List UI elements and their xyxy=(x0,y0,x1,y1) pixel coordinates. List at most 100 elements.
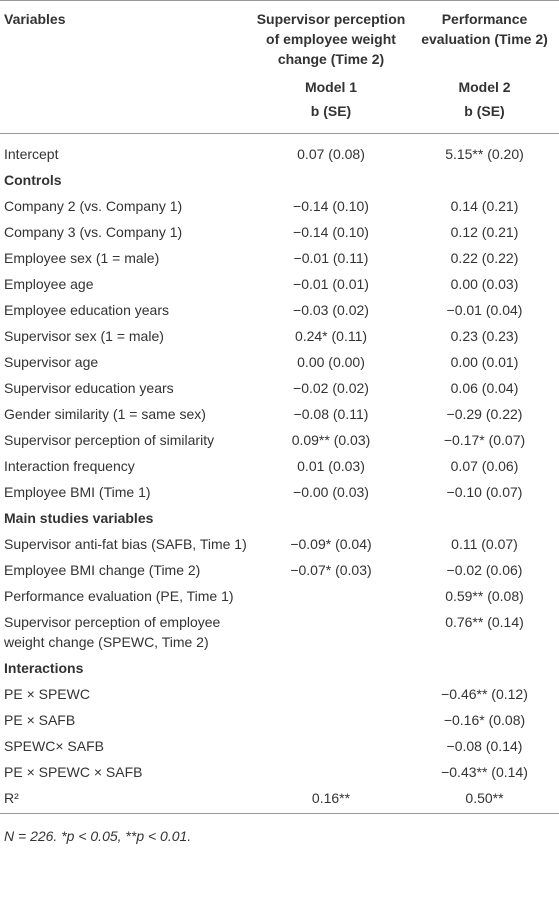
row-label: Employee age xyxy=(4,276,94,292)
cell: −0.46** (0.12) xyxy=(441,686,528,702)
table-row: Main studies variables xyxy=(0,505,559,531)
table-row: Employee sex (1 = male) −0.01 (0.11) 0.22 … xyxy=(0,245,559,271)
table-row: SPEWC× SAFB −0.08 (0.14) xyxy=(0,733,559,759)
cell: 0.23 (0.23) xyxy=(450,328,519,344)
cell: −0.29 (0.22) xyxy=(446,406,523,422)
cell: 0.12 (0.21) xyxy=(450,224,519,240)
cell: −0.17* (0.07) xyxy=(443,432,526,448)
row-label: Company 3 (vs. Company 1) xyxy=(4,224,183,240)
cell: 0.14 (0.21) xyxy=(450,198,519,214)
cell: −0.00 (0.03) xyxy=(293,484,369,500)
cell xyxy=(252,681,410,707)
stat-label: b (SE) xyxy=(310,103,352,119)
row-label: Supervisor perception of similarity xyxy=(4,432,215,448)
row-label: Gender similarity (1 = same sex) xyxy=(4,406,206,422)
footnote: N = 226. *p < 0.05, **p < 0.01. xyxy=(4,828,192,844)
row-label: Employee BMI change (Time 2) xyxy=(4,562,201,578)
cell: 0.50** xyxy=(410,785,559,814)
cell: −0.10 (0.07) xyxy=(446,484,523,500)
header-cell: Supervisor perception of employee weight… xyxy=(252,0,410,71)
table-row: Intercept 0.07 (0.08) 5.15** (0.20) xyxy=(0,134,559,168)
row-label: Supervisor age xyxy=(4,354,99,370)
row-label: Interaction frequency xyxy=(4,458,135,474)
cell: 0.24* (0.11) xyxy=(294,328,368,344)
table-row: Employee BMI change (Time 2) −0.07* (0.03… xyxy=(0,557,559,583)
table-row: Company 2 (vs. Company 1) −0.14 (0.10) 0.1… xyxy=(0,193,559,219)
cell: −0.01 (0.01) xyxy=(293,276,369,292)
cell: 0.00 (0.00) xyxy=(297,354,365,370)
row-label: Employee BMI (Time 1) xyxy=(4,484,151,500)
section-label: Controls xyxy=(4,172,62,188)
row-label: SPEWC× SAFB xyxy=(4,738,104,754)
cell: 0.01 (0.03) xyxy=(297,458,365,474)
cell: −0.01 (0.04) xyxy=(446,302,523,318)
row-label: Performance evaluation (PE, Time 1) xyxy=(4,588,234,604)
cell: 0.11 (0.07) xyxy=(451,536,518,552)
cell: −0.08 (0.14) xyxy=(446,738,523,754)
cell: 0.22 (0.22) xyxy=(450,250,519,266)
table-row: Supervisor perception of similarity 0.09*… xyxy=(0,427,559,453)
cell xyxy=(252,583,410,609)
model-label: Model 2 xyxy=(458,79,511,95)
cell: −0.43** (0.14) xyxy=(441,764,528,780)
section-label: Interactions xyxy=(4,660,84,676)
row-label: PE × SPEWC xyxy=(4,686,90,702)
regression-table: Variables Supervisor perception of emplo… xyxy=(0,0,559,814)
table-row: Employee age −0.01 (0.01) 0.00 (0.03) xyxy=(0,271,559,297)
cell: 0.07 (0.06) xyxy=(450,458,519,474)
table-row: Performance evaluation (PE, Time 1) 0.59*… xyxy=(0,583,559,609)
table-row: Supervisor education years −0.02 (0.02) 0.… xyxy=(0,375,559,401)
header-cell: Performance evaluation (Time 2) xyxy=(410,0,559,71)
row-label: R² xyxy=(0,785,252,814)
row-label: Supervisor sex (1 = male) xyxy=(4,328,164,344)
cell: 0.16** xyxy=(252,785,410,814)
cell: −0.14 (0.10) xyxy=(293,224,369,240)
cell: −0.02 (0.02) xyxy=(293,380,369,396)
table-row: PE × SPEWC × SAFB −0.43** (0.14) xyxy=(0,759,559,785)
table-row: Controls xyxy=(0,167,559,193)
table-row: Supervisor perception of employee weight… xyxy=(0,609,559,655)
cell: −0.03 (0.02) xyxy=(293,302,369,318)
cell xyxy=(252,707,410,733)
row-label: Employee education years xyxy=(4,302,169,318)
table-row: Interactions xyxy=(0,655,559,681)
cell: 0.76** (0.14) xyxy=(445,614,524,630)
model-label: Model 1 xyxy=(304,79,358,95)
table-row: Interaction frequency 0.01 (0.03) 0.07 (0.… xyxy=(0,453,559,479)
cell: 0.00 (0.01) xyxy=(450,354,519,370)
row-label: Intercept xyxy=(4,146,59,162)
table-row: Supervisor anti-fat bias (SAFB, Time 1) −… xyxy=(0,531,559,557)
cell xyxy=(252,733,410,759)
row-label: Supervisor perception of employee weight… xyxy=(4,614,221,650)
stat-label: b (SE) xyxy=(464,103,505,119)
table-row: Employee BMI (Time 1) −0.00 (0.03) −0.10 (… xyxy=(0,479,559,505)
table-row: PE × SAFB −0.16* (0.08) xyxy=(0,707,559,733)
row-label: Company 2 (vs. Company 1) xyxy=(4,198,183,214)
cell: −0.16* (0.08) xyxy=(443,712,526,728)
table-row: R² 0.16** 0.50** xyxy=(0,785,559,814)
cell: 0.09** (0.03) xyxy=(291,432,371,448)
row-label: Employee sex (1 = male) xyxy=(4,250,160,266)
row-label: Supervisor education years xyxy=(4,380,174,396)
cell xyxy=(252,609,410,655)
row-label: PE × SAFB xyxy=(4,712,76,728)
cell: −0.02 (0.06) xyxy=(446,562,523,578)
cell xyxy=(252,759,410,785)
cell: −0.07* (0.03) xyxy=(290,562,372,578)
table-body: Intercept 0.07 (0.08) 5.15** (0.20) Control… xyxy=(0,134,559,814)
cell: 0.59** (0.08) xyxy=(445,588,524,604)
cell: −0.08 (0.11) xyxy=(293,406,369,422)
row-label: PE × SPEWC × SAFB xyxy=(4,764,143,780)
table-row: Gender similarity (1 = same sex) −0.08 (0… xyxy=(0,401,559,427)
section-label: Main studies variables xyxy=(4,510,154,526)
table-row: Employee education years −0.03 (0.02) −0.0… xyxy=(0,297,559,323)
header-cell: Variables xyxy=(0,0,252,71)
cell: −0.09* (0.04) xyxy=(290,536,372,552)
cell: 0.07 (0.08) xyxy=(297,146,365,162)
table-row: PE × SPEWC −0.46** (0.12) xyxy=(0,681,559,707)
cell: −0.14 (0.10) xyxy=(293,198,369,214)
table-row: Company 3 (vs. Company 1) −0.14 (0.10) 0.1… xyxy=(0,219,559,245)
table-row: Supervisor sex (1 = male) 0.24* (0.11) 0.2… xyxy=(0,323,559,349)
row-label: Supervisor anti-fat bias (SAFB, Time 1) xyxy=(4,536,247,552)
